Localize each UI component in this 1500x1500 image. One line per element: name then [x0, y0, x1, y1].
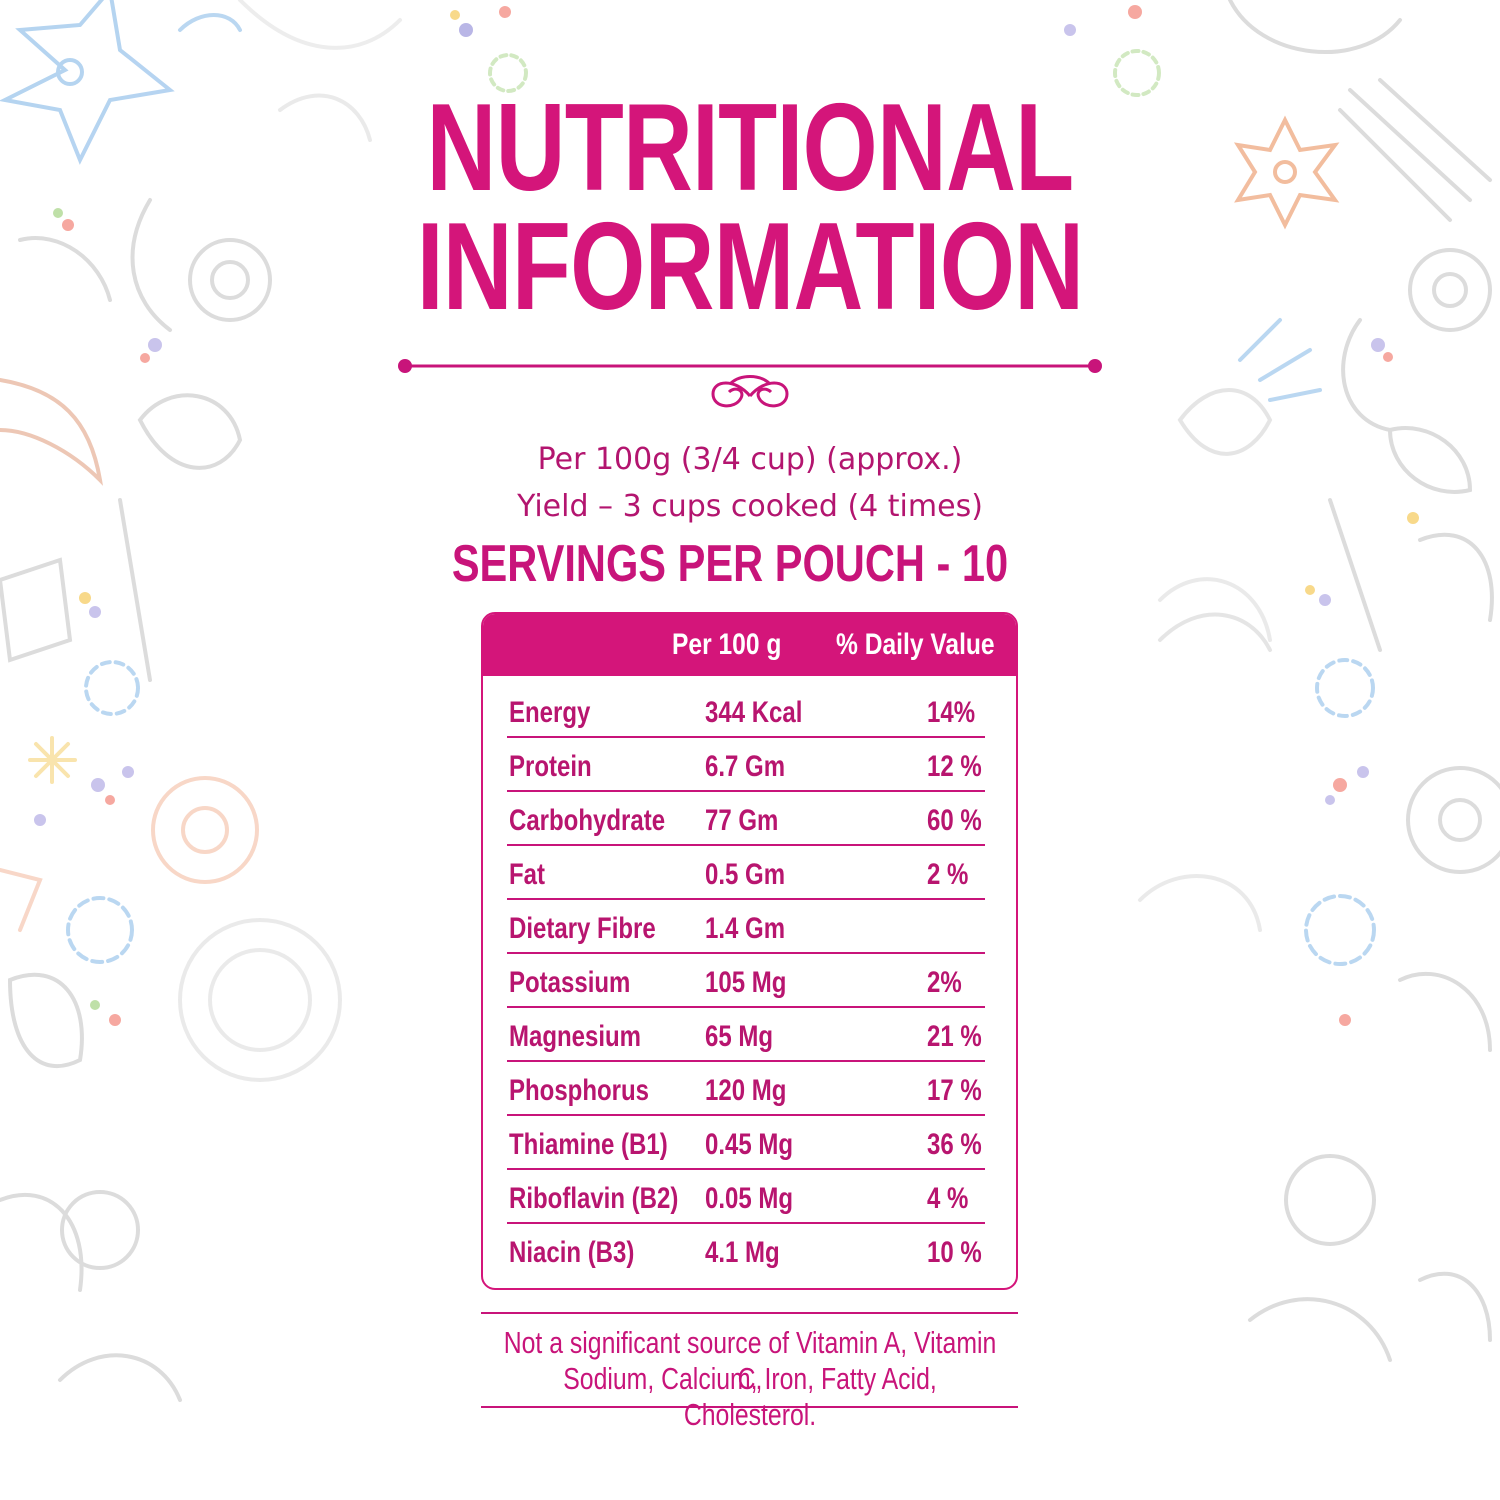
nutrient-value: 0.45 Mg — [705, 1128, 794, 1161]
table-row: Dietary Fibre 1.4 Gm — [507, 900, 985, 954]
nutrient-name: Riboflavin (B2) — [509, 1182, 679, 1215]
nutrient-value: 65 Mg — [705, 1020, 774, 1053]
table-row: Niacin (B3) 4.1 Mg 10 % — [507, 1224, 985, 1278]
table-row: Riboflavin (B2) 0.05 Mg 4 % — [507, 1170, 985, 1224]
table-row: Energy 344 Kcal 14% — [507, 684, 985, 738]
nutrient-daily-value: 2 % — [927, 858, 969, 891]
yield-text: Yield – 3 cups cooked (4 times) — [517, 489, 983, 524]
table-row: Thiamine (B1) 0.45 Mg 36 % — [507, 1116, 985, 1170]
table-row: Fat 0.5 Gm 2 % — [507, 846, 985, 900]
title-line-1: NUTRITIONAL — [426, 79, 1075, 217]
lotus-doodle-icon — [1158, 388, 1273, 652]
row-divider — [507, 736, 985, 738]
nutrient-daily-value: 4 % — [927, 1182, 969, 1215]
footnote-line-2: Sodium, Calcium, Iron, Fatty Acid, Chole… — [563, 1361, 937, 1432]
nutrient-value: 105 Mg — [705, 966, 787, 999]
footnote-bottom-rule — [481, 1406, 1018, 1408]
leaf-doodle-icon — [0, 378, 104, 486]
row-divider — [507, 1168, 985, 1170]
table-header: Per 100 g % Daily Value — [483, 614, 1016, 676]
header-daily-value: % Daily Value — [836, 628, 995, 661]
table-row: Protein 6.7 Gm 12 % — [507, 738, 985, 792]
nutrient-name: Phosphorus — [509, 1074, 650, 1107]
nutrient-name: Dietary Fibre — [509, 912, 656, 945]
nutrient-name: Fat — [509, 858, 545, 891]
row-divider — [507, 1006, 985, 1008]
nutrient-name: Protein — [509, 750, 592, 783]
table-row: Potassium 105 Mg 2% — [507, 954, 985, 1008]
nutrient-name: Energy — [509, 696, 591, 729]
nutrient-daily-value: 10 % — [927, 1236, 982, 1269]
title-line-2: INFORMATION — [416, 198, 1084, 336]
nutrition-table: Per 100 g % Daily Value Energy 344 Kcal … — [481, 612, 1018, 1290]
nutrient-name: Potassium — [509, 966, 631, 999]
footnote-line-1: Not a significant source of Vitamin A, V… — [503, 1325, 997, 1396]
nutrient-value: 120 Mg — [705, 1074, 787, 1107]
nutrient-daily-value: 17 % — [927, 1074, 982, 1107]
table-row: Magnesium 65 Mg 21 % — [507, 1008, 985, 1062]
nutrient-value: 0.05 Mg — [705, 1182, 794, 1215]
nutrient-name: Carbohydrate — [509, 804, 666, 837]
nutrient-value: 0.5 Gm — [705, 858, 786, 891]
star-anise-doodle-icon — [1233, 115, 1340, 230]
row-divider — [507, 790, 985, 792]
nutrient-name: Thiamine (B1) — [509, 1128, 668, 1161]
footnote-top-rule — [481, 1312, 1018, 1314]
nutrient-value: 344 Kcal — [705, 696, 803, 729]
nutrient-name: Niacin (B3) — [509, 1236, 635, 1269]
row-divider — [507, 1222, 985, 1224]
row-divider — [507, 1060, 985, 1062]
nutrient-daily-value: 21 % — [927, 1020, 982, 1053]
nutrient-value: 6.7 Gm — [705, 750, 786, 783]
row-divider — [507, 952, 985, 954]
table-row: Carbohydrate 77 Gm 60 % — [507, 792, 985, 846]
nutrient-daily-value: 14% — [927, 696, 976, 729]
row-divider — [507, 1114, 985, 1116]
nutrient-daily-value: 12 % — [927, 750, 982, 783]
serving-size-text: Per 100g (3/4 cup) (approx.) — [537, 442, 963, 477]
swirl-ornament-icon — [398, 359, 1102, 408]
header-per-100g: Per 100 g — [672, 628, 782, 661]
row-divider — [507, 844, 985, 846]
nutrient-name: Magnesium — [509, 1020, 642, 1053]
nutrient-daily-value: 36 % — [927, 1128, 982, 1161]
nutrient-value: 4.1 Mg — [705, 1236, 780, 1269]
table-row: Phosphorus 120 Mg 17 % — [507, 1062, 985, 1116]
nutrient-value: 77 Gm — [705, 804, 779, 837]
row-divider — [507, 898, 985, 900]
flower-doodle-icon — [0, 0, 175, 165]
nutrient-daily-value: 2% — [927, 966, 962, 999]
servings-per-pouch: SERVINGS PER POUCH - 10 — [451, 535, 1009, 593]
nutrient-value: 1.4 Gm — [705, 912, 786, 945]
nutrient-daily-value: 60 % — [927, 804, 982, 837]
